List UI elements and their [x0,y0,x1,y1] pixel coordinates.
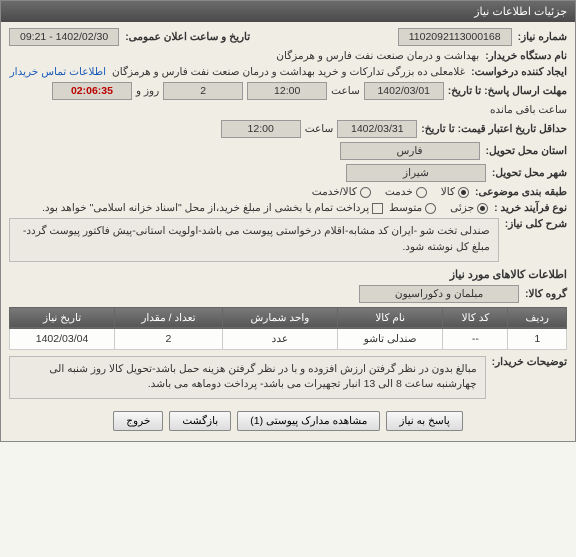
class-radio-service[interactable]: خدمت [385,186,427,198]
row-class: طبقه بندی موضوعی: کالا خدمت کالا/خدمت [9,186,567,198]
pay-note: پرداخت تمام یا بخشی از مبلغ خرید،از محل … [42,202,369,214]
th-code: کد کالا [443,307,508,328]
class-both-label: کالا/خدمت [312,186,357,198]
goods-table: ردیف کد کالا نام کالا واحد شمارش تعداد /… [9,307,567,350]
class-service-label: خدمت [385,186,413,198]
class-radio-kala[interactable]: کالا [441,186,469,198]
deadline-send-label: مهلت ارسال پاسخ: تا تاریخ: [448,85,567,97]
valid-time: 12:00 [221,120,301,138]
radio-checked-icon [458,187,469,198]
creator-value: غلامعلی ده بزرگی تدارکات و خرید بهداشت و… [112,66,465,78]
proc-label: نوع فرآیند خرید : [494,202,567,214]
radio-icon [425,203,436,214]
details-panel: جزئیات اطلاعات نیاز شماره نیاز: 11020921… [0,0,576,442]
table-header-row: ردیف کد کالا نام کالا واحد شمارش تعداد /… [10,307,567,328]
province-label: استان محل تحویل: [486,145,567,157]
remaining-label: ساعت باقی مانده [490,104,567,116]
row-province: استان محل تحویل: فارس [9,142,567,160]
radio-checked-icon [477,203,488,214]
cell-name: صندلی تاشو [337,328,442,349]
time-label-1: ساعت [331,85,360,97]
attachments-button[interactable]: مشاهده مدارک پیوستی (1) [237,411,380,431]
buyer-notes: مبالغ بدون در نظر گرفتن ارزش افزوده و با… [9,356,486,400]
row-group: گروه کالا: مبلمان و دکوراسیون [9,285,567,303]
cell-code: -- [443,328,508,349]
row-req-no: شماره نیاز: 1102092113000168 تاریخ و ساع… [9,28,567,46]
row-valid: حداقل تاریخ اعتبار قیمت: تا تاریخ: 1402/… [9,120,567,138]
th-unit: واحد شمارش [222,307,337,328]
proc-partial-label: جزئی [450,202,474,214]
class-label: طبقه بندی موضوعی: [475,186,567,198]
req-no-label: شماره نیاز: [518,31,567,43]
row-org: نام دستگاه خریدار: بهداشت و درمان صنعت ن… [9,50,567,62]
proc-medium-label: متوسط [389,202,422,214]
proc-radio-group: جزئی متوسط [389,202,488,214]
org-value: بهداشت و درمان صنعت نفت فارس و هرمزگان [276,50,479,62]
row-deadline-send: مهلت ارسال پاسخ: تا تاریخ: 1402/03/01 سا… [9,82,567,116]
city-value: شیراز [346,164,486,182]
class-radio-both[interactable]: کالا/خدمت [312,186,371,198]
goods-header: اطلاعات کالاهای مورد نیاز [9,268,567,281]
announce-label: تاریخ و ساعت اعلان عمومی: [125,31,250,43]
row-buyer-notes: توضیحات خریدار: مبالغ بدون در نظر گرفتن … [9,356,567,400]
row-city: شهر محل تحویل: شیراز [9,164,567,182]
creator-label: ایجاد کننده درخواست: [471,66,567,78]
th-name: نام کالا [337,307,442,328]
deadline-send-time: 12:00 [247,82,327,100]
exit-button[interactable]: خروج [113,411,163,431]
table-row: 1--صندلی تاشوعدد21402/03/04 [10,328,567,349]
th-date: تاریخ نیاز [10,307,115,328]
class-radio-group: کالا خدمت کالا/خدمت [312,186,469,198]
class-kala-label: کالا [441,186,455,198]
days-value: 2 [163,82,243,100]
valid-label: حداقل تاریخ اعتبار قیمت: تا تاریخ: [421,123,567,135]
group-label: گروه کالا: [525,288,567,300]
deadline-send-date: 1402/03/01 [364,82,444,100]
th-row: ردیف [508,307,567,328]
cell-date: 1402/03/04 [10,328,115,349]
reply-button[interactable]: پاسخ به نیاز [386,411,462,431]
province-value: فارس [340,142,480,160]
valid-date: 1402/03/31 [337,120,417,138]
button-row: پاسخ به نیاز مشاهده مدارک پیوستی (1) باز… [9,403,567,435]
panel-body: شماره نیاز: 1102092113000168 تاریخ و ساع… [1,22,575,441]
announce-value: 1402/02/30 - 09:21 [9,28,119,46]
countdown: 02:06:35 [52,82,132,100]
buyer-notes-label: توضیحات خریدار: [492,356,567,368]
row-desc: شرح کلی نیاز: صندلی تخت شو -ایران کد مشا… [9,218,567,262]
row-creator: ایجاد کننده درخواست: غلامعلی ده بزرگی تد… [9,66,567,78]
back-button[interactable]: بازگشت [169,411,231,431]
proc-radio-medium[interactable]: متوسط [389,202,436,214]
checkbox-icon[interactable] [372,203,383,214]
panel-title: جزئیات اطلاعات نیاز [1,1,575,22]
group-value: مبلمان و دکوراسیون [359,285,519,303]
radio-icon [416,187,427,198]
org-label: نام دستگاه خریدار: [485,50,567,62]
cell-qty: 2 [115,328,223,349]
req-no-value: 1102092113000168 [398,28,512,46]
days-and: روز و [136,85,159,97]
pay-note-check: پرداخت تمام یا بخشی از مبلغ خرید،از محل … [42,202,383,214]
cell-row: 1 [508,328,567,349]
desc-label: شرح کلی نیاز: [505,218,567,230]
cell-unit: عدد [222,328,337,349]
contact-link[interactable]: اطلاعات تماس خریدار [10,66,106,78]
desc-text: صندلی تخت شو -ایران کد مشابه-اقلام درخوا… [9,218,499,262]
row-proc: نوع فرآیند خرید : جزئی متوسط پرداخت تمام… [9,202,567,214]
time-label-2: ساعت [305,123,334,135]
proc-radio-partial[interactable]: جزئی [450,202,488,214]
th-qty: تعداد / مقدار [115,307,223,328]
city-label: شهر محل تحویل: [492,167,567,179]
radio-icon [360,187,371,198]
